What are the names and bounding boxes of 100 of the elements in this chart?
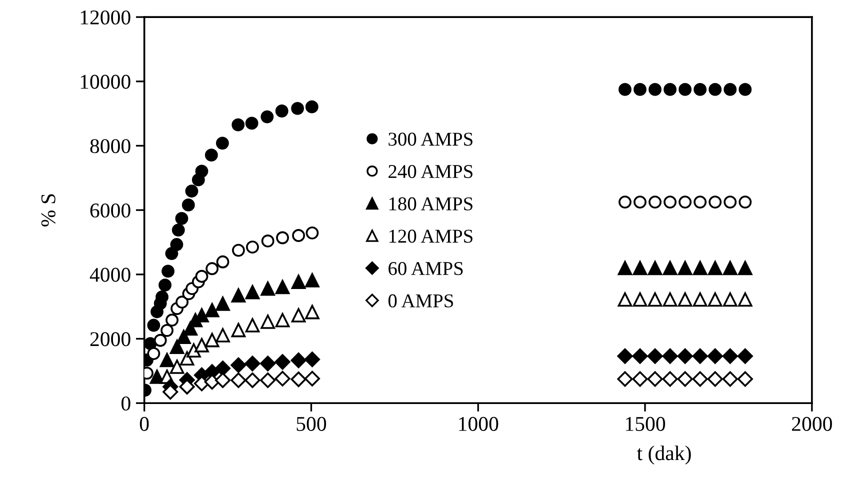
point xyxy=(182,198,195,212)
point xyxy=(172,224,185,236)
legend-label: 300 AMPS xyxy=(388,132,472,146)
point xyxy=(618,196,632,209)
point xyxy=(722,260,738,276)
point xyxy=(160,352,174,368)
point xyxy=(291,308,306,322)
point xyxy=(176,330,191,344)
point xyxy=(231,322,246,338)
point xyxy=(648,196,662,209)
y-tick-label: 0 xyxy=(122,396,130,411)
point xyxy=(632,260,648,276)
point xyxy=(708,260,722,276)
y-tick-label: 4000 xyxy=(90,268,130,282)
point xyxy=(176,296,189,309)
point xyxy=(230,372,246,388)
point xyxy=(244,372,260,388)
point xyxy=(662,292,678,307)
point xyxy=(662,371,678,387)
point xyxy=(156,290,168,304)
x-tick-label: 1500 xyxy=(626,416,666,431)
x-axis-title: t (dak) xyxy=(637,446,691,464)
point xyxy=(275,312,290,328)
point xyxy=(274,354,290,370)
point xyxy=(707,371,723,387)
point xyxy=(246,240,259,254)
y-tick-label: 12000 xyxy=(80,10,130,24)
legend-label: 120 AMPS xyxy=(389,230,472,243)
point xyxy=(214,372,231,388)
point xyxy=(275,280,290,294)
point xyxy=(647,371,663,387)
point xyxy=(737,371,753,387)
point xyxy=(692,292,708,307)
point xyxy=(305,100,318,114)
point xyxy=(194,338,209,352)
point xyxy=(708,82,722,96)
point xyxy=(664,196,677,209)
point xyxy=(195,164,208,178)
point xyxy=(170,238,184,251)
point xyxy=(147,318,160,332)
x-tick-label: 500 xyxy=(296,416,326,431)
point xyxy=(170,360,184,374)
point xyxy=(724,196,737,209)
point xyxy=(304,352,320,368)
point xyxy=(722,371,738,387)
point xyxy=(722,292,738,307)
point xyxy=(162,264,174,278)
point xyxy=(634,196,646,209)
point xyxy=(166,314,178,327)
point xyxy=(618,292,632,307)
point xyxy=(724,82,737,96)
point xyxy=(245,318,260,332)
point xyxy=(304,370,320,386)
point xyxy=(204,302,220,318)
point xyxy=(632,292,648,307)
point xyxy=(694,196,707,209)
point xyxy=(165,247,178,260)
point xyxy=(290,352,306,368)
point xyxy=(230,357,246,373)
point xyxy=(260,356,276,372)
legend-label: 60 AMPS xyxy=(388,262,463,276)
point xyxy=(158,278,172,292)
point xyxy=(738,82,752,96)
point xyxy=(245,116,258,130)
point xyxy=(617,348,633,364)
y-tick-label: 8000 xyxy=(90,139,130,154)
point xyxy=(216,296,230,311)
point xyxy=(617,371,633,387)
point xyxy=(216,255,230,268)
point xyxy=(216,136,229,150)
point xyxy=(204,332,220,348)
point xyxy=(275,104,288,118)
point xyxy=(232,118,245,132)
point xyxy=(738,260,752,276)
point xyxy=(677,371,693,387)
point xyxy=(738,196,752,209)
point xyxy=(305,273,320,288)
point xyxy=(692,371,708,387)
point xyxy=(694,82,707,96)
point xyxy=(260,110,274,124)
x-tick-label: 2000 xyxy=(792,416,832,431)
point xyxy=(232,244,245,257)
x-tick-label: 1000 xyxy=(459,416,498,431)
point xyxy=(648,260,662,276)
point xyxy=(632,371,648,387)
point xyxy=(618,260,632,276)
point xyxy=(185,184,198,198)
point xyxy=(664,82,677,96)
point xyxy=(245,284,260,300)
point xyxy=(231,288,246,302)
legend-label: 180 AMPS xyxy=(389,197,472,210)
point xyxy=(678,292,692,307)
point xyxy=(276,231,289,244)
point xyxy=(292,229,305,242)
point xyxy=(647,348,663,364)
x-tick-label: 0 xyxy=(140,416,149,431)
point xyxy=(291,102,304,115)
point xyxy=(708,292,722,307)
point xyxy=(162,384,178,400)
point xyxy=(618,82,632,96)
